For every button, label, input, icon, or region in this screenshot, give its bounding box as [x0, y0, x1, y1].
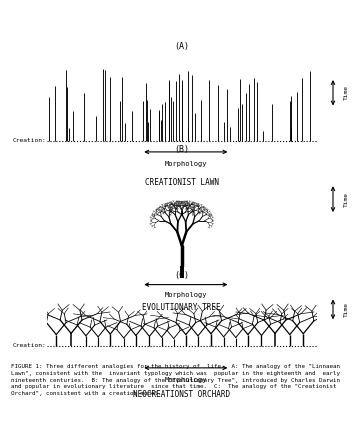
Text: Time: Time [344, 85, 349, 100]
Text: Morphology: Morphology [165, 161, 207, 167]
Text: FIGURE 1: Three different analogies for the history of  life.  A: The analogy of: FIGURE 1: Three different analogies for … [11, 364, 340, 396]
Text: Time: Time [344, 302, 349, 317]
Text: Morphology: Morphology [165, 377, 207, 383]
Text: Time: Time [344, 192, 349, 206]
Text: NEOCREATIONST ORCHARD: NEOCREATIONST ORCHARD [133, 390, 230, 399]
Text: Morphology: Morphology [165, 292, 207, 298]
Text: (A): (A) [174, 42, 189, 51]
Text: CREATIONIST LAWN: CREATIONIST LAWN [145, 178, 219, 187]
Text: (B): (B) [174, 145, 189, 154]
Text: Creation:: Creation: [13, 138, 46, 143]
Text: (C): (C) [174, 271, 189, 280]
Text: EVOLUTIONARY TREE: EVOLUTIONARY TREE [143, 303, 221, 312]
Text: Creation:: Creation: [13, 343, 46, 348]
